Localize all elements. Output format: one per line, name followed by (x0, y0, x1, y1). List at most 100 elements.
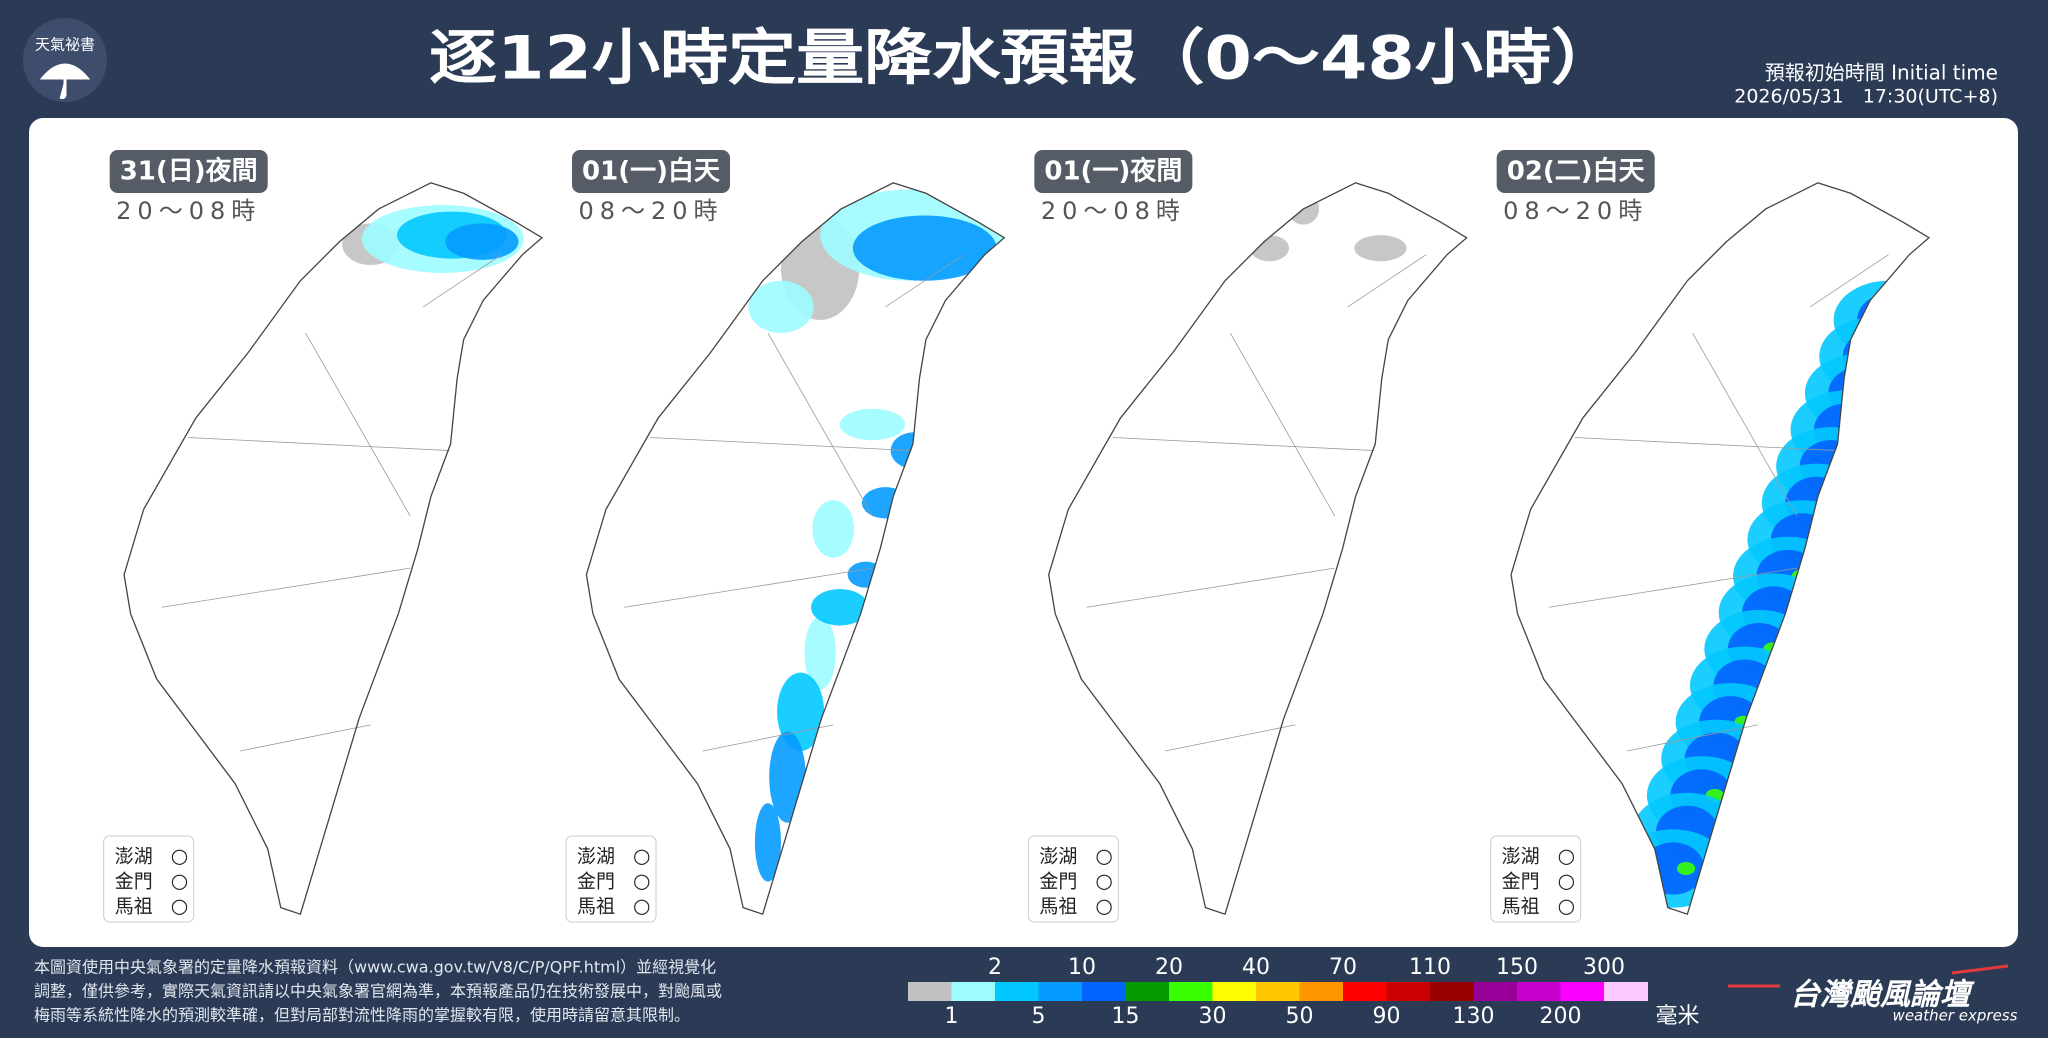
legend-swatch (908, 982, 952, 1001)
island-name: 澎湖 (1502, 846, 1540, 868)
county-line (1347, 254, 1427, 308)
legend-threshold: 40 (1242, 955, 1270, 980)
island-status: ○ (171, 869, 188, 893)
rain-area (804, 616, 836, 690)
legend-threshold: 2 (988, 955, 1002, 980)
county-line (1575, 437, 1837, 451)
brand-tagline: weather express (1893, 1007, 2018, 1025)
county-line (885, 254, 965, 308)
island-status: ○ (1095, 844, 1112, 868)
legend-swatch (1386, 982, 1431, 1001)
county-line (188, 437, 450, 451)
rain-area (445, 223, 519, 260)
island-name: 澎湖 (1039, 846, 1077, 868)
island-status: ○ (171, 894, 188, 918)
legend-swatch (1212, 982, 1257, 1001)
note-line: 調整，僅供參考，實際天氣資訊請以中央氣象署官網為準，本預報產品仍在技術發展中，對… (34, 982, 722, 1001)
island-status: ○ (1095, 869, 1112, 893)
county-line (767, 332, 873, 517)
legend-threshold: 200 (1540, 1004, 1582, 1029)
county-line (702, 724, 834, 752)
panel-label: 02(二)白天 (1507, 156, 1645, 187)
legend-threshold: 20 (1155, 955, 1183, 980)
rain-area (811, 589, 869, 626)
panel-hours: 08～20時 (1503, 197, 1648, 225)
panel-label-box (572, 150, 731, 193)
island-name: 馬祖 (1039, 896, 1077, 918)
county-line (240, 724, 371, 752)
island-outline (1048, 182, 1467, 915)
island-status: ○ (1095, 894, 1112, 918)
note-line: 本圖資使用中央氣象署的定量降水預報資料（www.cwa.gov.tw/V8/C/… (34, 958, 716, 977)
legend-swatch (1169, 982, 1213, 1001)
initial-time-label: 預報初始時間 Initial time (1765, 61, 1998, 85)
rain-area (777, 672, 825, 751)
county-line (1164, 724, 1296, 752)
rain-area (812, 500, 855, 558)
logo-badge (23, 18, 107, 102)
title: 逐12小時定量降水預報（0～48小時） (429, 24, 1619, 94)
legend-threshold: 50 (1286, 1004, 1314, 1029)
county-line (1809, 254, 1889, 308)
legend-threshold: 70 (1329, 955, 1357, 980)
island-outline (124, 182, 542, 915)
coastline (1510, 182, 1931, 916)
islands-box (1490, 835, 1582, 923)
note-line: 梅雨等系統性降水的預測較準確，但對局部對流性降雨的掌握較有限，使用時請留意其限制… (34, 1006, 690, 1025)
county-line (650, 437, 912, 451)
island-name: 馬祖 (1502, 896, 1540, 918)
island-status: ○ (1558, 869, 1575, 893)
county-line (624, 567, 873, 608)
legend-swatch (1517, 982, 1561, 1001)
brand-name: 台灣颱風論壇 (1790, 978, 1975, 1013)
county-line (422, 254, 502, 308)
legend-swatch (1299, 982, 1344, 1001)
legend-threshold: 1 (945, 1004, 959, 1029)
island-name: 金門 (1039, 871, 1077, 893)
legend-threshold: 10 (1068, 955, 1096, 980)
legend-swatch (1430, 982, 1474, 1001)
county-line (1627, 724, 1758, 752)
rain-area (839, 408, 906, 441)
county-line (305, 332, 411, 517)
legend-swatch (1125, 982, 1170, 1001)
islands-box (565, 835, 657, 923)
map (585, 182, 1006, 916)
panel-label-box (109, 150, 268, 193)
island-name: 金門 (115, 871, 153, 893)
island-status: ○ (633, 894, 650, 918)
legend-swatch (1604, 982, 1648, 1001)
legend-unit: 毫米 (1656, 1004, 1700, 1029)
rain-area (754, 803, 781, 882)
panel-label: 01(一)白天 (582, 156, 720, 187)
panel-hours: 20～08時 (1041, 197, 1186, 225)
islands-box (103, 835, 195, 923)
island-name: 馬祖 (115, 896, 153, 918)
map (123, 182, 544, 916)
legend-threshold: 130 (1453, 1004, 1495, 1029)
island-outline (586, 182, 1005, 915)
county-line (1229, 332, 1336, 517)
coastline (123, 182, 544, 916)
island-status: ○ (633, 869, 650, 893)
panel-label-box (1496, 150, 1655, 193)
legend-threshold: 30 (1199, 1004, 1227, 1029)
county-line (1548, 567, 1798, 608)
rain-area (852, 215, 997, 281)
map (1048, 182, 1468, 916)
rain-area (1676, 861, 1696, 876)
legend-swatch (1560, 982, 1605, 1001)
rain-area (1354, 235, 1407, 262)
coastline (585, 182, 1006, 916)
county-line (161, 567, 411, 608)
island-name: 澎湖 (577, 846, 615, 868)
legend-swatch (1256, 982, 1300, 1001)
legend-swatch (1082, 982, 1126, 1001)
islands-box (1027, 835, 1119, 923)
island-name: 馬祖 (577, 896, 615, 918)
legend-threshold: 300 (1583, 955, 1625, 980)
legend-swatch (995, 982, 1039, 1001)
